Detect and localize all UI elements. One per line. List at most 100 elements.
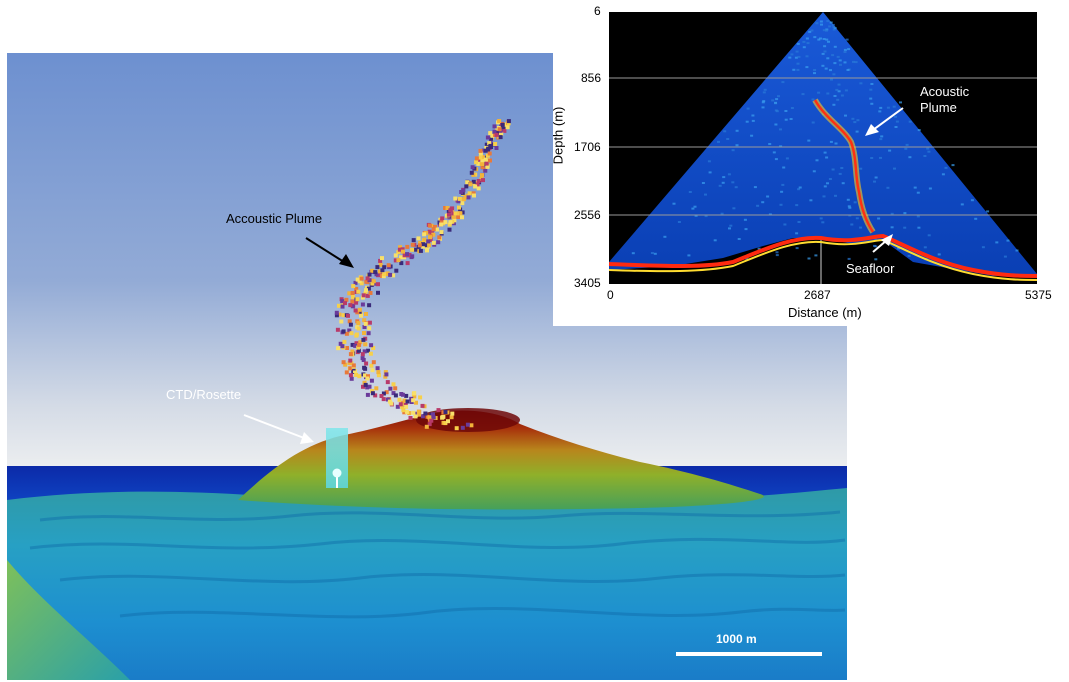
plume-pixel — [371, 368, 375, 372]
speckle-dot — [830, 141, 833, 143]
speckle-dot — [848, 258, 851, 260]
speckle-dot — [820, 21, 823, 23]
speckle-dot — [839, 173, 842, 175]
speckle-dot — [833, 29, 836, 31]
plume-pixel — [470, 171, 474, 175]
speckle-dot — [831, 54, 834, 56]
speckle-dot — [893, 168, 896, 170]
plume-pixel — [366, 393, 370, 397]
speckle-dot — [654, 253, 657, 255]
speckle-dot — [879, 107, 882, 109]
plume-pixel — [450, 415, 454, 419]
plume-pixel — [364, 288, 368, 292]
plume-pixel — [414, 414, 418, 418]
speckle-dot — [824, 152, 827, 154]
plume-pixel — [410, 248, 414, 252]
speckle-dot — [776, 110, 779, 112]
speckle-dot — [874, 245, 877, 247]
plume-pixel — [444, 410, 448, 414]
plume-pixel — [348, 366, 352, 370]
plume-pixel — [351, 291, 355, 295]
plume-pixel — [481, 178, 485, 182]
plume-pixel — [458, 197, 462, 201]
plume-pixel — [380, 256, 384, 260]
plume-pixel — [354, 301, 358, 305]
speckle-dot — [776, 254, 779, 256]
x-axis-label: Distance (m) — [788, 305, 862, 320]
speckle-dot — [828, 25, 831, 27]
speckle-dot — [790, 118, 793, 120]
plume-pixel — [398, 398, 402, 402]
speckle-dot — [745, 228, 748, 230]
plume-pixel — [394, 393, 398, 397]
plume-pixel — [358, 308, 362, 312]
speckle-dot — [808, 31, 811, 33]
speckle-dot — [702, 182, 705, 184]
plume-pixel — [368, 321, 372, 325]
plume-pixel — [380, 394, 384, 398]
plume-pixel — [361, 352, 365, 356]
plume-pixel — [350, 299, 354, 303]
speckle-dot — [888, 150, 891, 152]
speckle-dot — [795, 204, 798, 206]
speckle-dot — [877, 218, 880, 220]
plume-pixel — [342, 340, 346, 344]
plume-pixel — [439, 223, 443, 227]
speckle-dot — [814, 254, 817, 256]
speckle-dot — [908, 255, 911, 257]
plume-pixel — [341, 305, 345, 309]
plume-pixel — [459, 190, 463, 194]
speckle-dot — [803, 46, 806, 48]
speckle-dot — [797, 63, 800, 65]
plume-pixel — [364, 383, 368, 387]
plume-pixel — [349, 352, 353, 356]
speckle-dot — [735, 186, 738, 188]
speckle-dot — [927, 151, 930, 153]
y-tick: 3405 — [574, 276, 601, 290]
plume-pixel — [495, 133, 499, 137]
inset-plume-label-line2: Plume — [920, 100, 957, 115]
speckle-dot — [823, 45, 826, 47]
speckle-dot — [764, 89, 767, 91]
speckle-dot — [903, 212, 906, 214]
plume-pixel — [376, 366, 380, 370]
plume-pixel — [359, 314, 363, 318]
speckle-dot — [875, 177, 878, 179]
speckle-dot — [773, 151, 776, 153]
plume-pixel — [363, 342, 367, 346]
speckle-dot — [899, 101, 902, 103]
plume-pixel — [479, 156, 483, 160]
plume-pixel — [372, 360, 376, 364]
plume-pixel — [346, 314, 350, 318]
speckle-dot — [886, 187, 889, 189]
speckle-dot — [746, 121, 749, 123]
speckle-dot — [822, 53, 825, 55]
speckle-dot — [974, 218, 977, 220]
plume-pixel — [406, 261, 410, 265]
plume-pixel — [425, 248, 429, 252]
speckle-dot — [928, 234, 931, 236]
plume-pixel — [375, 265, 379, 269]
y-tick: 6 — [594, 4, 601, 18]
plume-pixel — [422, 232, 426, 236]
speckle-dot — [781, 184, 784, 186]
speckle-dot — [813, 170, 816, 172]
speckle-dot — [812, 99, 815, 101]
speckle-dot — [689, 191, 692, 193]
speckle-dot — [774, 124, 777, 126]
plume-pixel — [376, 291, 380, 295]
ctd-label: CTD/Rosette — [166, 387, 241, 402]
plume-pixel — [499, 135, 503, 139]
plume-pixel — [472, 194, 476, 198]
speckle-dot — [813, 36, 816, 38]
plume-pixel — [488, 159, 492, 163]
speckle-dot — [823, 195, 826, 197]
speckle-dot — [909, 121, 912, 123]
speckle-dot — [847, 69, 850, 71]
speckle-dot — [847, 48, 850, 50]
plume-pixel — [371, 391, 375, 395]
plume-pixel — [405, 410, 409, 414]
plume-pixel — [409, 416, 413, 420]
plume-pixel — [370, 379, 374, 383]
plume-pixel — [388, 387, 392, 391]
